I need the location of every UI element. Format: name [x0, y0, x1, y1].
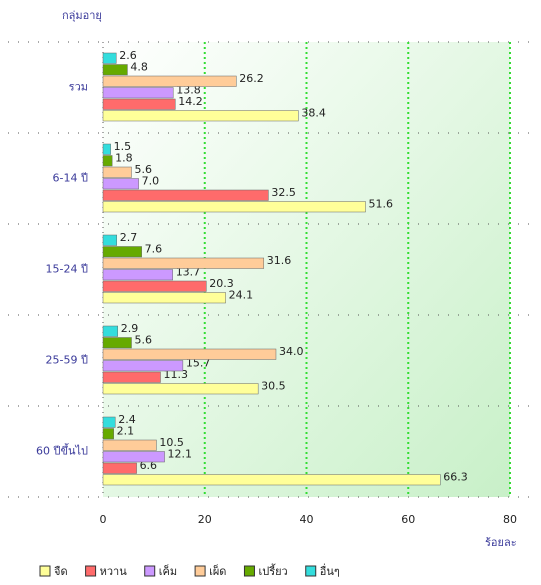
value-label: 2.4	[118, 413, 135, 426]
value-label: 2.1	[117, 424, 135, 437]
x-tick-label: 20	[198, 513, 212, 526]
x-tick-label: 40	[300, 513, 314, 526]
value-label: 20.3	[209, 277, 234, 290]
value-label: 34.0	[279, 345, 304, 358]
bar	[102, 325, 119, 337]
value-label: 1.8	[115, 151, 133, 164]
bar	[102, 371, 161, 383]
bar	[102, 143, 111, 155]
y-tick-label: 25-59 ปี	[46, 354, 88, 367]
value-label: 2.7	[120, 231, 138, 244]
bar	[102, 64, 128, 76]
value-label: 30.5	[261, 379, 286, 392]
value-label: 1.5	[114, 140, 132, 153]
bar	[102, 269, 173, 281]
y-tick-label: 6-14 ปี	[53, 172, 88, 185]
bar	[102, 439, 157, 451]
value-label: 4.8	[130, 60, 148, 73]
bar	[102, 416, 116, 428]
legend-label: เค็ม	[159, 564, 177, 578]
bar	[102, 201, 366, 213]
value-label: 51.6	[369, 197, 394, 210]
value-label: 7.0	[142, 174, 160, 187]
value-label: 12.1	[168, 447, 193, 460]
y-axis-title: กลุ่มอายุ	[62, 9, 102, 22]
x-tick-label: 0	[100, 513, 107, 526]
bar	[102, 383, 259, 395]
bar	[102, 280, 207, 292]
bar	[102, 52, 117, 64]
legend-label: เปรี้ยว	[258, 563, 287, 578]
bar	[102, 98, 176, 110]
bar	[102, 110, 299, 122]
legend-label: จืด	[54, 565, 68, 578]
bar	[102, 246, 142, 258]
bar	[102, 428, 114, 440]
value-label: 2.9	[121, 322, 139, 335]
y-tick-label: 60 ปีขึ้นไป	[36, 443, 88, 458]
bar	[102, 292, 226, 304]
bar	[102, 451, 165, 463]
value-label: 5.6	[134, 163, 152, 176]
x-tick-label: 80	[503, 513, 517, 526]
value-label: 32.5	[271, 186, 296, 199]
bar	[102, 75, 237, 87]
value-label: 14.2	[178, 95, 203, 108]
legend-label: หวาน	[100, 565, 128, 578]
value-label: 24.1	[229, 288, 254, 301]
y-tick-label: รวม	[69, 81, 88, 94]
bar	[102, 257, 265, 269]
bar	[102, 166, 132, 178]
legend-swatch	[305, 565, 317, 577]
value-label: 2.6	[119, 49, 137, 62]
x-axis-title: ร้อยละ	[485, 536, 517, 549]
bar	[102, 348, 277, 360]
value-label: 38.4	[301, 106, 326, 119]
bar	[102, 87, 174, 99]
value-label: 31.6	[267, 254, 292, 267]
bar	[102, 234, 117, 246]
legend-label: เผ็ด	[209, 564, 226, 578]
bar	[102, 178, 139, 190]
value-label: 10.5	[159, 436, 184, 449]
value-label: 26.2	[239, 72, 263, 85]
legend-label: อื่นๆ	[320, 563, 340, 578]
value-label: 5.6	[134, 333, 152, 346]
legend-swatch	[144, 565, 156, 577]
legend-swatch	[243, 565, 255, 577]
y-tick-label: 15-24 ปี	[46, 263, 88, 276]
bar	[102, 337, 132, 349]
bar	[102, 189, 269, 201]
bar	[102, 155, 113, 167]
legend-swatch	[194, 565, 206, 577]
legend-swatch	[39, 565, 51, 577]
legend-swatch	[85, 565, 97, 577]
value-label: 66.3	[443, 470, 468, 483]
x-tick-label: 60	[401, 513, 415, 526]
bar	[102, 360, 184, 372]
value-label: 7.6	[145, 242, 163, 255]
bar	[102, 462, 137, 474]
bar	[102, 474, 441, 486]
